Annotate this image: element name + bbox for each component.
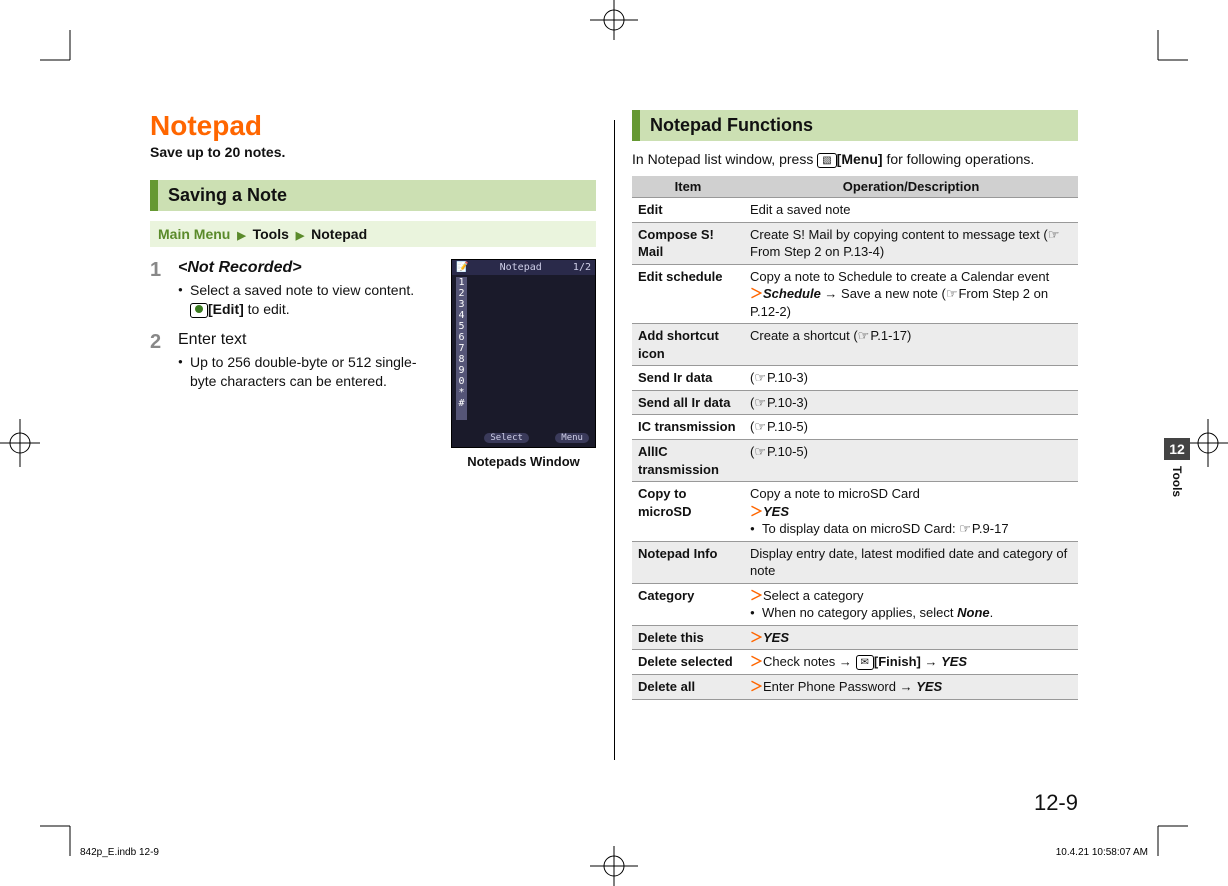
- softkey-menu: Menu: [555, 433, 589, 443]
- breadcrumb: Main Menu ▶ Tools ▶ Notepad: [150, 221, 596, 247]
- page-title: Notepad: [150, 110, 596, 142]
- functions-table: Item Operation/Description Edit Edit a s…: [632, 176, 1078, 700]
- table-row: Edit schedule Copy a note to Schedule to…: [632, 264, 1078, 324]
- side-tab: 12 Tools: [1164, 438, 1190, 503]
- phone-list-item: 0: [456, 376, 591, 387]
- reference-icon: [754, 395, 767, 410]
- intro-text: In Notepad list window, press ▧[Menu] fo…: [632, 151, 1078, 168]
- green-dot-key-icon: [190, 303, 208, 318]
- table-row: Delete selected ＞Check notes → ✉[Finish]…: [632, 650, 1078, 675]
- phone-list-item: 4: [456, 310, 591, 321]
- table-row: IC transmission (P.10-5): [632, 415, 1078, 440]
- table-row: Send all Ir data (P.10-3): [632, 390, 1078, 415]
- reference-icon: [754, 419, 767, 434]
- phone-title: Notepad: [500, 262, 542, 273]
- reference-icon: [959, 521, 972, 536]
- breadcrumb-arrow-icon: ▶: [237, 230, 245, 242]
- table-row: Copy to microSD Copy a note to microSD C…: [632, 482, 1078, 542]
- breadcrumb-tools: Tools: [253, 226, 289, 242]
- table-row: AllIC transmission (P.10-5): [632, 440, 1078, 482]
- step-1-heading: <Not Recorded>: [178, 259, 302, 276]
- screenshot-caption: Notepads Window: [451, 454, 596, 469]
- step-2-bullet: Up to 256 double-byte or 512 single-byte…: [178, 353, 441, 391]
- phone-screenshot: 📝 Notepad 1/2 1 2 3 4 5 6 7 8 9 0 * # Se…: [451, 259, 596, 469]
- table-row: Compose S! Mail Create S! Mail by copyin…: [632, 222, 1078, 264]
- table-row: Add shortcut icon Create a shortcut (P.1…: [632, 324, 1078, 366]
- step-2-heading: Enter text: [178, 331, 246, 348]
- section-heading-functions: Notepad Functions: [632, 110, 1078, 141]
- step-1: 1 <Not Recorded> Select a saved note to …: [150, 259, 441, 321]
- phone-list-item: 9: [456, 365, 591, 376]
- breadcrumb-main: Main Menu: [158, 226, 230, 242]
- chapter-number: 12: [1164, 438, 1190, 460]
- page-subtitle: Save up to 20 notes.: [150, 144, 596, 160]
- phone-list-item: [456, 409, 591, 420]
- phone-list-item: 7: [456, 343, 591, 354]
- left-column: Notepad Save up to 20 notes. Saving a No…: [150, 110, 596, 700]
- section-heading-saving: Saving a Note: [150, 180, 596, 211]
- page-number: 12-9: [1034, 790, 1078, 816]
- table-row: Category ＞Select a category When no cate…: [632, 583, 1078, 625]
- reference-icon: [1048, 227, 1061, 242]
- reference-icon: [754, 370, 767, 385]
- col-desc: Operation/Description: [744, 176, 1078, 198]
- mail-key-icon: ✉: [856, 655, 874, 670]
- chapter-label: Tools: [1164, 460, 1190, 503]
- phone-list-item: #: [456, 398, 591, 409]
- reference-icon: [946, 286, 959, 301]
- col-item: Item: [632, 176, 744, 198]
- step-number: 2: [150, 331, 168, 393]
- phone-list-item: 5: [456, 321, 591, 332]
- table-row: Edit Edit a saved note: [632, 198, 1078, 223]
- print-footer: 842p_E.indb 12-9 10.4.21 10:58:07 AM: [80, 847, 1148, 858]
- softkey-select: Select: [484, 433, 529, 443]
- step-number: 1: [150, 259, 168, 321]
- page-content: Notepad Save up to 20 notes. Saving a No…: [150, 110, 1078, 700]
- edit-label: [Edit]: [208, 301, 244, 317]
- footer-file: 842p_E.indb 12-9: [80, 847, 159, 858]
- table-row: Delete all ＞Enter Phone Password → YES: [632, 675, 1078, 700]
- breadcrumb-notepad: Notepad: [311, 226, 367, 242]
- phone-list-item: *: [456, 387, 591, 398]
- step-2: 2 Enter text Up to 256 double-byte or 51…: [150, 331, 441, 393]
- phone-icon: 📝: [456, 262, 468, 273]
- phone-list-item: 3: [456, 299, 591, 310]
- phone-list-item: 1: [456, 277, 591, 288]
- phone-list-item: 8: [456, 354, 591, 365]
- right-column: Notepad Functions In Notepad list window…: [632, 110, 1078, 700]
- table-row: Send Ir data (P.10-3): [632, 366, 1078, 391]
- step-1-bullet: Select a saved note to view content. [Ed…: [178, 281, 414, 319]
- reference-icon: [754, 444, 767, 459]
- footer-timestamp: 10.4.21 10:58:07 AM: [1056, 847, 1148, 858]
- table-row: Delete this ＞YES: [632, 625, 1078, 650]
- phone-list-item: 2: [456, 288, 591, 299]
- breadcrumb-arrow-icon: ▶: [296, 230, 304, 242]
- phone-page-indicator: 1/2: [573, 262, 591, 273]
- menu-key-icon: ▧: [817, 153, 836, 168]
- reference-icon: [858, 328, 871, 343]
- phone-list-item: 6: [456, 332, 591, 343]
- table-row: Notepad Info Display entry date, latest …: [632, 541, 1078, 583]
- table-header-row: Item Operation/Description: [632, 176, 1078, 198]
